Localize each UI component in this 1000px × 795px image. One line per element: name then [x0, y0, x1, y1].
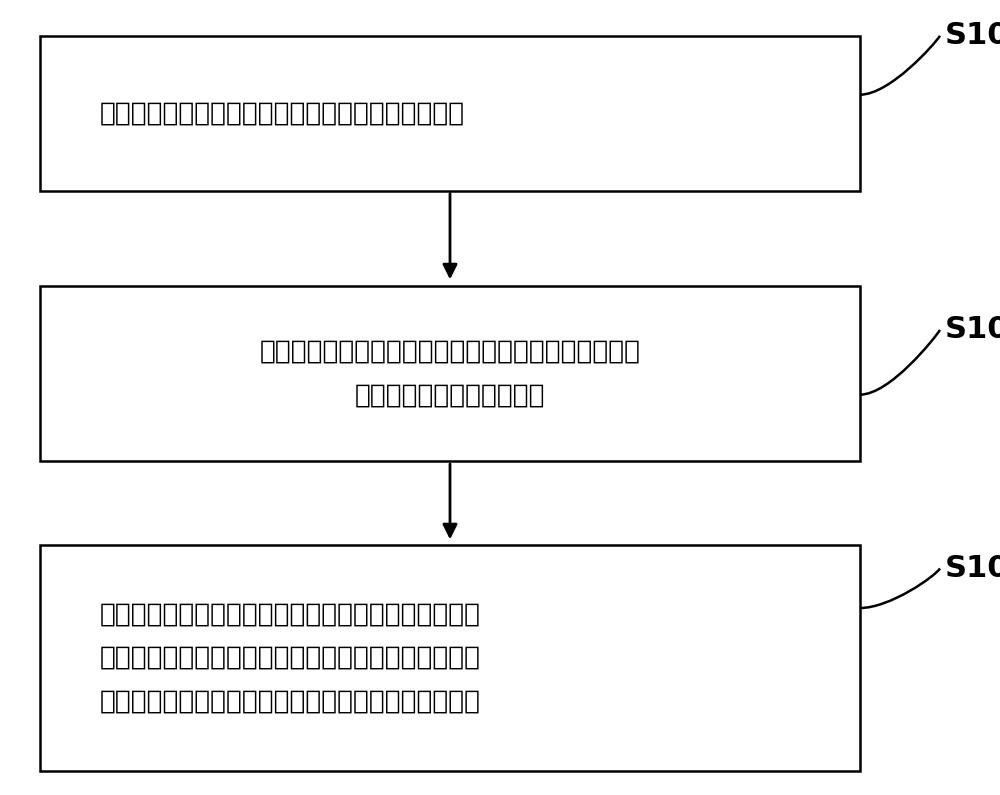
Text: S103: S103: [945, 554, 1000, 583]
Text: 通过多目标优化模型确定各时刻的风电出力调度指令值: 通过多目标优化模型确定各时刻的风电出力调度指令值: [259, 339, 640, 365]
Text: S101: S101: [945, 21, 1000, 50]
FancyBboxPatch shape: [40, 545, 860, 771]
Text: 计算风电最大出力预测值和光热发电最大出力预测值: 计算风电最大出力预测值和光热发电最大出力预测值: [100, 100, 465, 126]
Text: 发电模块的实际功率以及光热电站的实际功率进行控制: 发电模块的实际功率以及光热电站的实际功率进行控制: [100, 688, 481, 715]
FancyBboxPatch shape: [40, 36, 860, 191]
Text: S102: S102: [945, 316, 1000, 344]
Text: 和光热发电出力调度指令值: 和光热发电出力调度指令值: [355, 382, 545, 409]
Text: 指令值，分别对所述风电与光热发电互补系统中的风力: 指令值，分别对所述风电与光热发电互补系统中的风力: [100, 645, 481, 671]
Text: 根据各时刻的风电出力调度指令值和光热发电出力调度: 根据各时刻的风电出力调度指令值和光热发电出力调度: [100, 601, 481, 627]
FancyBboxPatch shape: [40, 286, 860, 461]
